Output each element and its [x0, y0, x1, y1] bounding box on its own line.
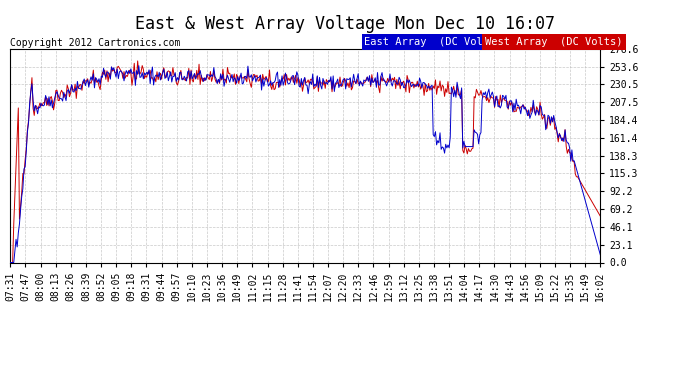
- Text: East & West Array Voltage Mon Dec 10 16:07: East & West Array Voltage Mon Dec 10 16:…: [135, 15, 555, 33]
- Text: East Array  (DC Volts): East Array (DC Volts): [364, 37, 502, 47]
- Text: Copyright 2012 Cartronics.com: Copyright 2012 Cartronics.com: [10, 38, 181, 48]
- Text: West Array  (DC Volts): West Array (DC Volts): [485, 37, 623, 47]
